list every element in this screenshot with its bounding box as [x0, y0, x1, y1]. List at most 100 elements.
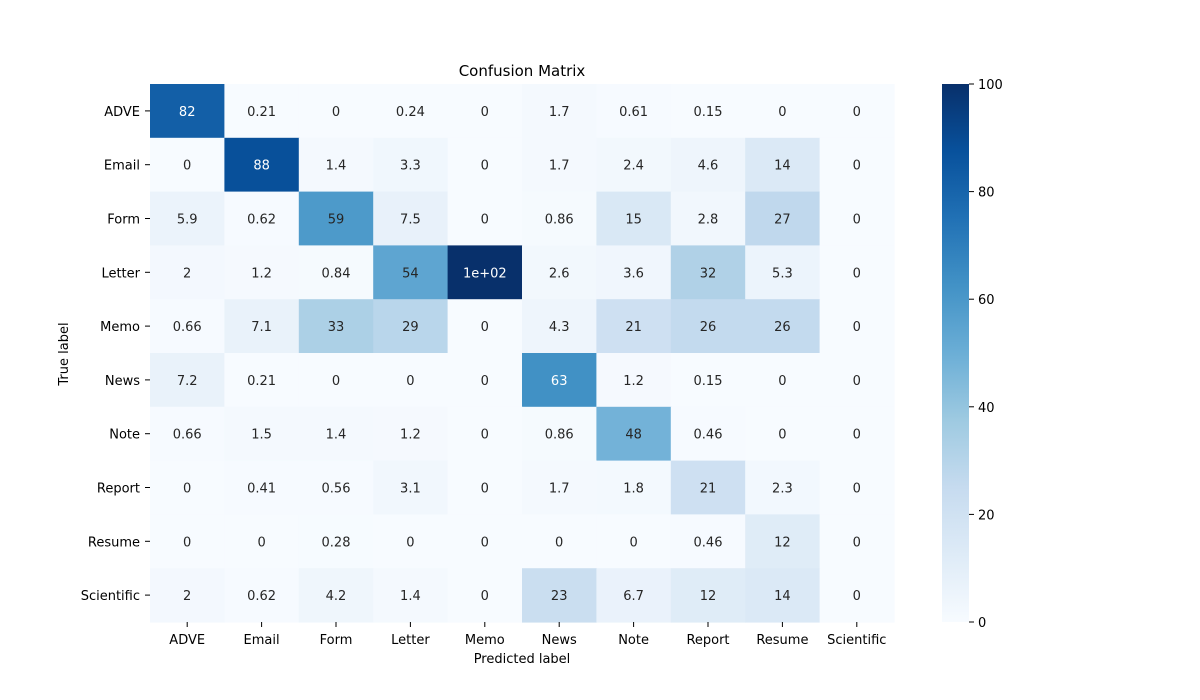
x-tick-label-8: Resume: [756, 633, 808, 648]
cell-annotation-2-8: 27: [774, 213, 791, 228]
heatmap-cell-1-8: [745, 137, 821, 193]
heatmap-cell-5-7: [670, 353, 746, 408]
heatmap-cell-7-5: [522, 460, 597, 515]
cell-annotation-9-1: 0.62: [247, 589, 276, 604]
heatmap-cell-3-0: [150, 245, 225, 300]
cell-annotation-8-5: 0: [555, 535, 563, 550]
heatmap-cell-4-9: [819, 299, 895, 354]
heatmap-cell-4-3: [373, 299, 449, 354]
cell-annotation-7-2: 0.56: [322, 482, 351, 497]
heatmap-cell-5-3: [373, 353, 449, 408]
cell-annotation-7-3: 3.1: [400, 482, 421, 497]
cell-annotation-7-0: 0: [183, 482, 191, 497]
cell-annotation-5-7: 0.15: [694, 374, 723, 389]
y-tick-label-1: Email: [104, 159, 140, 174]
cell-annotation-8-1: 0: [257, 535, 265, 550]
heatmap-cell-9-6: [596, 568, 672, 623]
heatmap-cell-5-2: [298, 353, 374, 408]
x-tick-label-3: Letter: [391, 633, 430, 648]
heatmap-cell-2-8: [745, 191, 821, 246]
cell-annotation-0-0: 82: [179, 105, 196, 120]
cell-annotation-6-1: 1.5: [251, 428, 272, 443]
heatmap-cell-6-0: [150, 406, 225, 462]
cell-annotation-2-3: 7.5: [400, 213, 421, 228]
heatmap-cell-8-0: [150, 514, 225, 569]
cell-annotation-0-6: 0.61: [619, 105, 648, 120]
heatmap-cell-7-1: [224, 460, 300, 515]
heatmap-cell-8-3: [373, 514, 449, 569]
cell-annotation-3-7: 32: [700, 266, 717, 281]
heatmap-cell-0-3: [373, 84, 449, 139]
cell-annotation-3-2: 0.84: [322, 266, 351, 281]
cell-annotation-2-7: 2.8: [698, 213, 719, 228]
x-tick-label-7: Report: [686, 633, 729, 648]
heatmap-cell-0-8: [745, 84, 821, 139]
y-tick-label-6: Note: [109, 428, 140, 443]
cell-annotation-0-2: 0: [332, 105, 340, 120]
cell-annotation-4-4: 0: [481, 320, 489, 335]
cell-annotation-8-3: 0: [406, 535, 414, 550]
heatmap-cell-5-1: [224, 353, 300, 408]
heatmap-cell-2-7: [670, 191, 746, 246]
heatmap-cell-2-1: [224, 191, 300, 246]
heatmap-cell-8-5: [522, 514, 597, 569]
heatmap-cell-3-8: [745, 245, 821, 300]
colorbar-tick-label-4: 80: [978, 186, 995, 201]
cell-annotation-6-4: 0: [481, 428, 489, 443]
cell-annotation-7-8: 2.3: [772, 482, 793, 497]
heatmap-cell-0-7: [670, 84, 746, 139]
cell-annotation-8-9: 0: [853, 535, 861, 550]
cell-annotation-6-5: 0.86: [545, 428, 574, 443]
heatmap-cell-4-7: [670, 299, 746, 354]
heatmap-cell-5-6: [596, 353, 672, 408]
cell-annotation-3-5: 2.6: [549, 266, 570, 281]
heatmap-cell-0-9: [819, 84, 895, 139]
cell-annotation-4-1: 7.1: [251, 320, 272, 335]
heatmap-cell-4-2: [298, 299, 374, 354]
y-axis: ADVE Email Form Letter Memo News Note Report Res…: [81, 105, 150, 604]
cell-annotation-1-7: 4.6: [698, 159, 719, 174]
heatmap-cell-9-5: [522, 568, 597, 623]
y-tick-label-9: Scientific: [81, 589, 140, 604]
cell-annotation-7-6: 1.8: [623, 482, 644, 497]
heatmap-cell-1-7: [670, 137, 746, 193]
cell-annotation-3-1: 1.2: [251, 266, 272, 281]
heatmap-cell-2-3: [373, 191, 449, 246]
cell-annotation-8-4: 0: [481, 535, 489, 550]
x-tick-label-4: Memo: [465, 633, 505, 648]
heatmap-cell-4-5: [522, 299, 597, 354]
heatmap-cell-5-9: [819, 353, 895, 408]
heatmap-cell-7-0: [150, 460, 225, 515]
heatmap-cell-3-6: [596, 245, 672, 300]
heatmap-cell-9-3: [373, 568, 449, 623]
heatmap-cell-8-8: [745, 514, 821, 569]
cell-annotation-7-5: 1.7: [549, 482, 570, 497]
cell-annotation-1-0: 0: [183, 159, 191, 174]
y-tick-label-4: Memo: [100, 320, 140, 335]
cell-annotation-4-2: 33: [328, 320, 345, 335]
heatmap-cell-7-6: [596, 460, 672, 515]
x-tick-label-2: Form: [320, 633, 353, 648]
heatmap-cell-3-2: [298, 245, 374, 300]
cell-annotation-2-0: 5.9: [177, 213, 198, 228]
cell-annotation-3-6: 3.6: [623, 266, 644, 281]
cell-annotation-0-5: 1.7: [549, 105, 570, 120]
x-axis-label: Predicted label: [474, 652, 571, 667]
heatmap-cell-1-2: [298, 137, 374, 193]
heatmap-cell-8-4: [447, 514, 523, 569]
cell-annotation-6-0: 0.66: [173, 428, 202, 443]
heatmap-cell-9-2: [298, 568, 374, 623]
heatmap-cell-9-1: [224, 568, 300, 623]
heatmap-cell-4-4: [447, 299, 523, 354]
cell-annotation-1-2: 1.4: [326, 159, 347, 174]
heatmap-cell-0-2: [298, 84, 374, 139]
cell-annotation-9-0: 2: [183, 589, 191, 604]
y-axis-label: True label: [57, 322, 72, 386]
x-tick-label-6: Note: [618, 633, 649, 648]
cell-annotation-9-7: 12: [700, 589, 717, 604]
cell-annotation-2-9: 0: [853, 213, 861, 228]
cell-annotation-6-7: 0.46: [694, 428, 723, 443]
y-tick-label-5: News: [105, 374, 140, 389]
cell-annotation-9-8: 14: [774, 589, 791, 604]
heatmap-cell-2-0: [150, 191, 225, 246]
